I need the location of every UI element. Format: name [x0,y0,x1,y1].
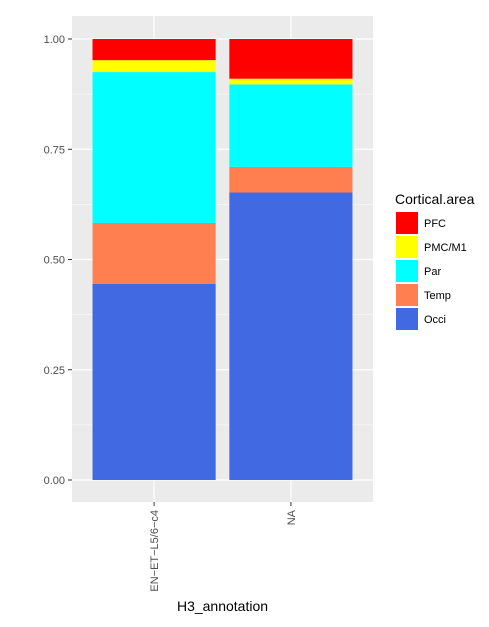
y-tick-label: 0.00 [44,475,65,487]
y-tick-label: 1.00 [44,34,65,46]
bar-segment-occi [229,192,353,480]
y-axis: 0.00 0.25 0.50 0.75 1.00 [44,34,72,487]
legend-key [396,260,418,282]
legend-key [396,284,418,306]
legend-title: Cortical.area [395,191,475,207]
legend-label: PFC [424,218,446,230]
legend-label: Temp [424,290,451,302]
bar-segment-pfc [92,39,216,61]
bar-segment-par [229,84,353,167]
bars [92,39,353,480]
y-tick-label: 0.50 [44,255,65,267]
bar-segment-pmc-m1 [229,78,353,85]
legend-key [396,212,418,234]
legend: Cortical.area PFC PMC/M1 Par Temp Occi [395,191,475,330]
x-axis-title: H3_annotation [177,598,268,614]
legend-label: Occi [424,314,446,326]
bar-segment-pfc [229,39,353,79]
y-tick-label: 0.25 [44,365,65,377]
bar-segment-temp [92,222,216,284]
bar-segment-occi [92,283,216,480]
legend-label: PMC/M1 [424,242,467,254]
legend-key [396,236,418,258]
bar-segment-temp [229,166,353,193]
legend-label: Par [424,266,441,278]
x-tick-label: EN−ET−L5/6−c4 [149,510,161,592]
y-tick-label: 0.75 [44,144,65,156]
bar-segment-pmc-m1 [92,60,216,73]
legend-key [396,308,418,330]
x-axis: EN−ET−L5/6−c4 NA [149,502,298,592]
bar-segment-par [92,72,216,223]
x-tick-label: NA [286,509,298,525]
